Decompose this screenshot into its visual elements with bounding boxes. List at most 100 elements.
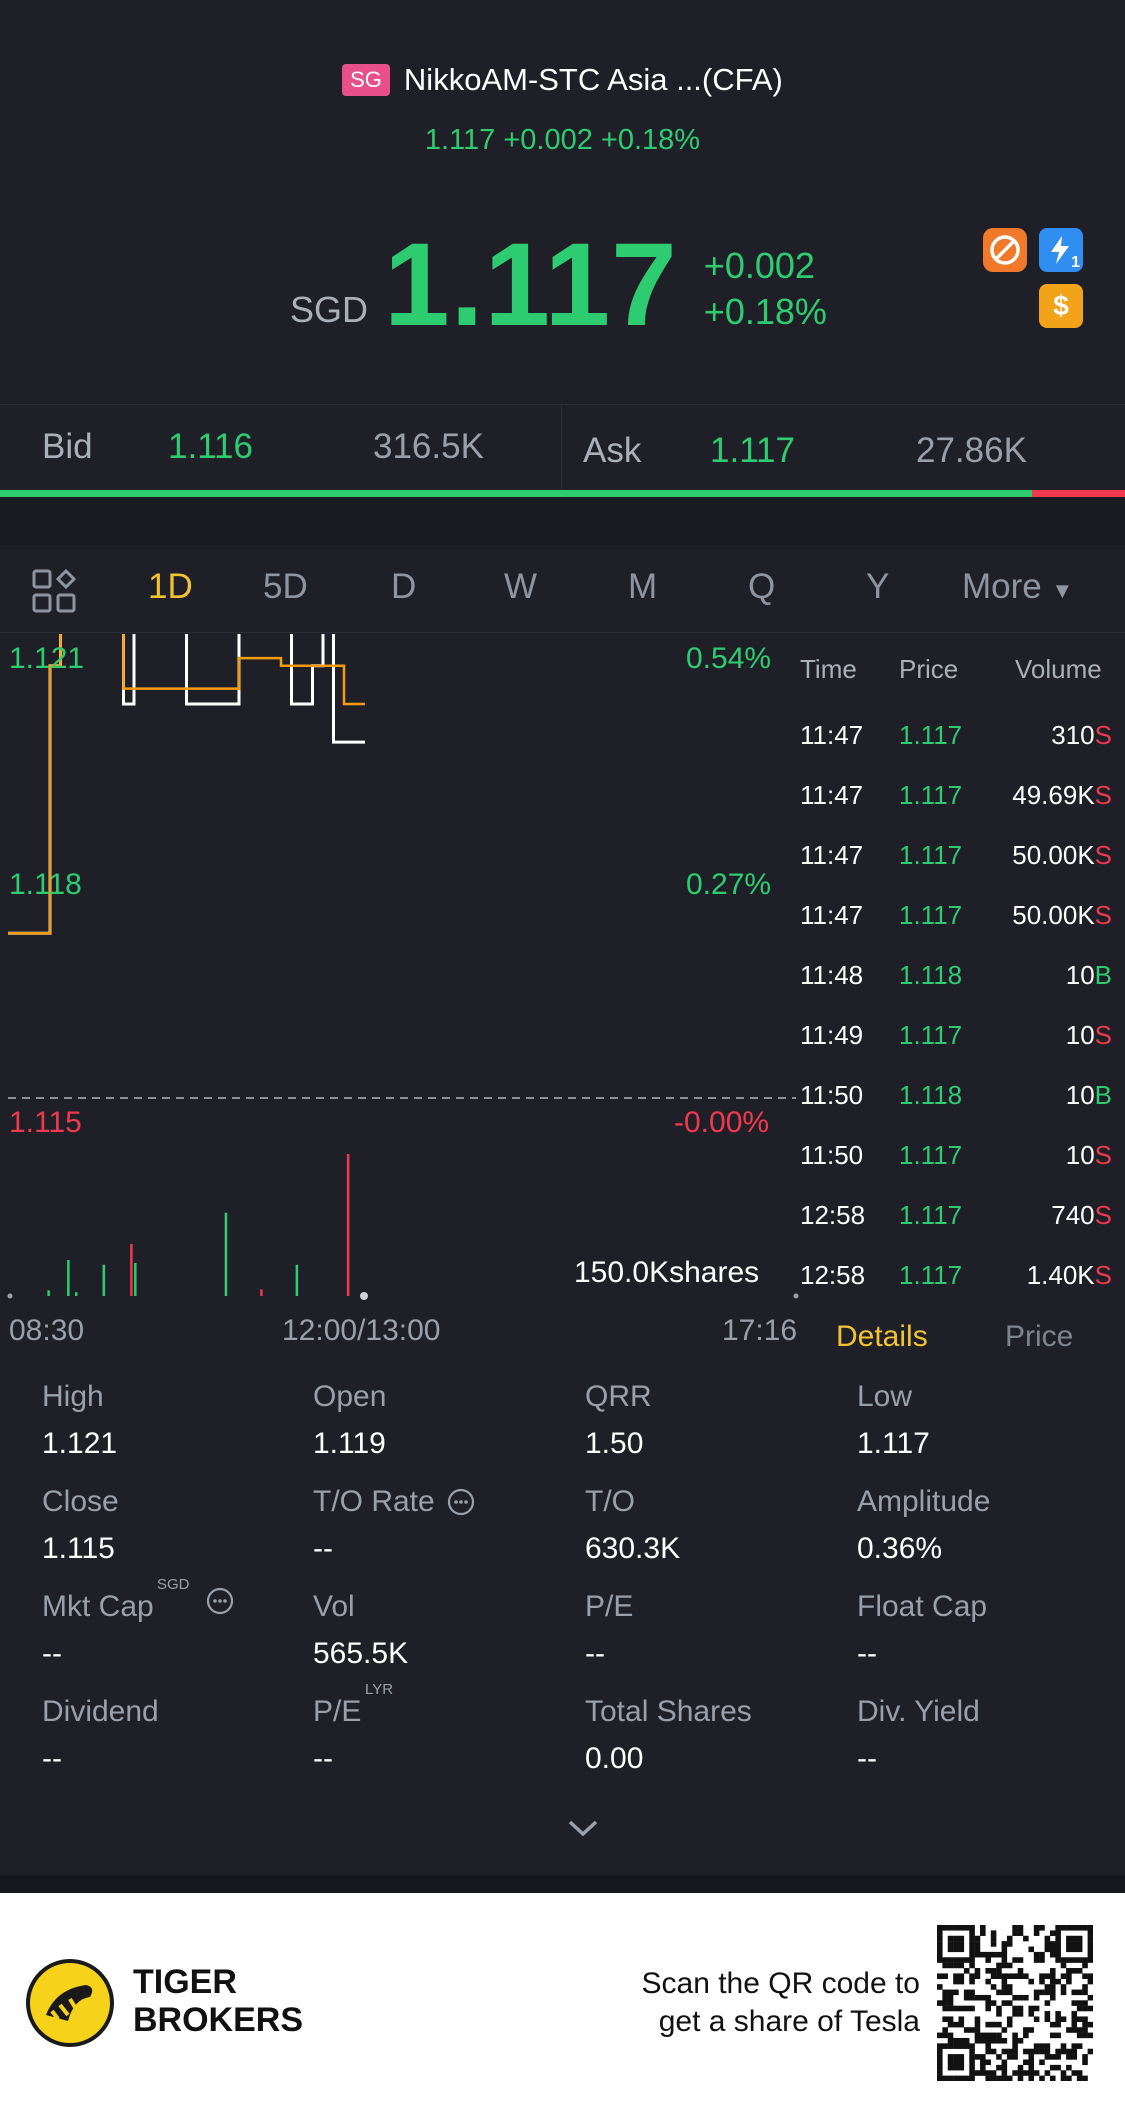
trade-row: 12:58 1.117 740S (800, 1200, 1112, 1260)
intraday-chart[interactable]: 1.121 1.118 1.115 0.54% 0.27% -0.00% 150… (0, 634, 800, 1347)
dollar-icon[interactable]: $ (1039, 284, 1083, 328)
stock-title: NikkoAM-STC Asia ...(CFA) (403, 62, 783, 97)
dollar-symbol: $ (1053, 290, 1069, 321)
volume-bar (260, 1289, 263, 1296)
trade-time: 11:47 (800, 720, 864, 750)
trade-side: S (1094, 900, 1112, 930)
x-axis-start: 08:30 (9, 1314, 85, 1347)
info-more-icon[interactable] (205, 1586, 235, 1621)
trade-side: S (1094, 720, 1112, 750)
volume-bar (346, 1154, 350, 1296)
tab-1d[interactable]: 1D (148, 567, 193, 606)
trade-time: 11:49 (800, 1020, 864, 1050)
section-separator (0, 497, 1125, 545)
stat-label: P/E (313, 1695, 362, 1728)
stat-value: 1.117 (857, 1427, 930, 1460)
stat-unit: SGD (157, 1576, 190, 1593)
trade-ticker[interactable]: Time Price Volume 11:47 1.117 310S 11:47 1.1… (800, 634, 1125, 1294)
trade-volume: 10B (1065, 1080, 1112, 1110)
stat-value: -- (313, 1532, 333, 1565)
period-tabs: 1D 5D D W M Q Y More ▼ (0, 545, 1125, 633)
brand-line2: BROKERS (133, 2001, 304, 2039)
trade-row: 11:50 1.118 10B (800, 1080, 1112, 1140)
info-more-icon[interactable] (446, 1487, 476, 1522)
promo-footer[interactable]: TIGER BROKERS Scan the QR code to get a … (0, 1893, 1125, 2113)
trade-volume: 50.00KS (1012, 840, 1112, 870)
stat-value: -- (857, 1742, 877, 1775)
tab-price[interactable]: Price (1005, 1320, 1074, 1353)
tab-m[interactable]: M (628, 567, 658, 606)
trade-price: 1.117 (899, 1140, 963, 1170)
tab-d[interactable]: D (391, 567, 417, 606)
bid-ask-pressure-bar (0, 490, 1125, 497)
stat-label: Low (857, 1380, 913, 1413)
tab-y[interactable]: Y (866, 567, 890, 606)
trade-volume: 1.40KS (1026, 1260, 1112, 1290)
price-change-pct: +0.18% (703, 291, 827, 332)
volume-axis-dot-mid (360, 1292, 368, 1300)
trade-time: 11:47 (800, 840, 864, 870)
stat-label: Amplitude (857, 1485, 991, 1518)
trade-time: 12:58 (800, 1200, 866, 1230)
bid-price: 1.116 (168, 427, 253, 466)
y-axis-bottom: 1.115 (9, 1106, 82, 1139)
trade-price: 1.117 (899, 780, 963, 810)
tab-w[interactable]: W (504, 567, 538, 606)
stat-value: 0.00 (585, 1742, 644, 1775)
stat-value: 565.5K (313, 1637, 409, 1670)
trade-row: 12:58 1.117 1.40KS (800, 1260, 1112, 1320)
trade-price: 1.117 (899, 1200, 963, 1230)
lightning-icon[interactable]: 1 (1039, 228, 1083, 272)
expand-chevron-icon[interactable] (564, 1815, 602, 1846)
tab-q[interactable]: Q (748, 567, 776, 606)
stat-label: Mkt Cap (42, 1590, 154, 1623)
trade-row: 11:50 1.117 10S (800, 1140, 1112, 1200)
y-axis-top: 1.121 (9, 642, 85, 675)
trade-row: 11:47 1.117 50.00KS (800, 900, 1112, 960)
trade-row: 11:49 1.117 10S (800, 1020, 1112, 1080)
stat-unit: LYR (365, 1681, 394, 1698)
volume-bar (102, 1264, 106, 1296)
trade-row: 11:48 1.118 10B (800, 960, 1112, 1020)
bid-label: Bid (42, 427, 93, 466)
trade-side: S (1094, 1260, 1112, 1290)
chevron-down-icon: ▼ (1051, 578, 1074, 603)
chart-svg (7, 634, 799, 1300)
volume-max-label: 150.0Kshares (574, 1256, 760, 1289)
stat-value: -- (42, 1742, 62, 1775)
trade-price: 1.117 (899, 1020, 963, 1050)
stat-value: 1.115 (42, 1532, 115, 1565)
trade-row: 11:47 1.117 49.69KS (800, 780, 1112, 840)
stat-label: High (42, 1380, 104, 1413)
stat-value: -- (585, 1637, 605, 1670)
trade-side: B (1094, 1080, 1112, 1110)
trade-time: 11:48 (800, 960, 864, 990)
bid-ask-divider (561, 405, 562, 493)
title-row[interactable]: SG NikkoAM-STC Asia ...(CFA) (0, 62, 1125, 98)
qr-code-icon[interactable] (937, 1925, 1094, 2086)
qr-cta-line1: Scan the QR code to (641, 1967, 921, 2000)
tab-more[interactable]: More ▼ (962, 567, 1073, 607)
bid-ask-bar[interactable]: Bid 1.116 316.5K Ask 1.117 27.86K (0, 404, 1125, 493)
stat-label: T/O Rate (313, 1485, 435, 1518)
y-axis-mid: 1.118 (9, 868, 82, 901)
stat-label: Div. Yield (857, 1695, 980, 1728)
stat-value: 630.3K (585, 1532, 681, 1565)
trade-time: 12:58 (800, 1260, 866, 1290)
no-short-icon[interactable] (983, 228, 1027, 272)
stat-label: Float Cap (857, 1590, 988, 1623)
tiger-logo-icon (26, 1959, 114, 2052)
average-price-line (8, 634, 365, 933)
pct-axis-mid: 0.27% (686, 868, 772, 901)
stat-label: T/O (585, 1485, 635, 1518)
trade-time: 11:47 (800, 900, 864, 930)
trade-volume: 310S (1051, 720, 1112, 750)
stat-label: Total Shares (585, 1695, 752, 1728)
currency-label: SGD (290, 289, 369, 330)
tab-5d[interactable]: 5D (263, 567, 308, 606)
stat-value: 1.50 (585, 1427, 644, 1460)
tab-details[interactable]: Details (836, 1320, 928, 1353)
stats-grid: High 1.121 Open 1.119 QRR 1.50 Low 1.117 Close 1.… (0, 1380, 1125, 1800)
stat-label: Vol (313, 1590, 355, 1623)
chart-layout-icon[interactable] (32, 568, 77, 618)
